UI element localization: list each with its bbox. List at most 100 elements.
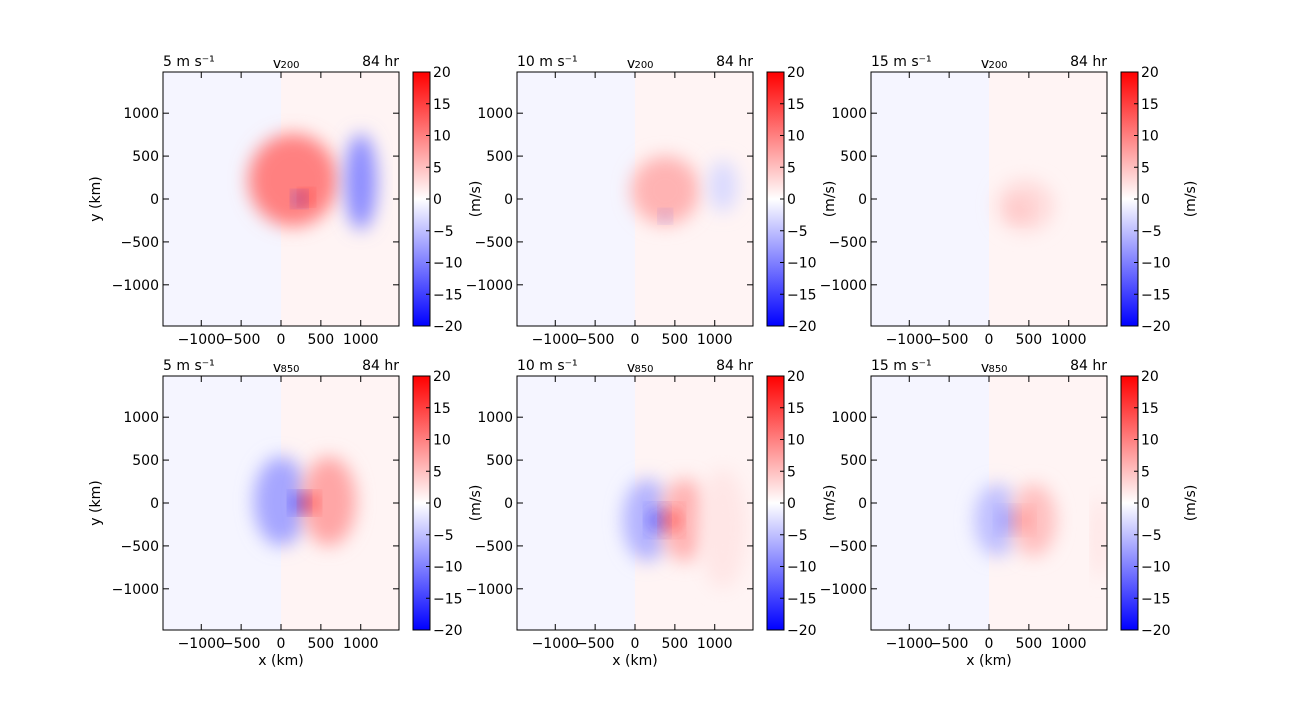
colorbar-tick-label: 10 xyxy=(433,433,451,449)
panel-title-left: 5 m s⁻¹ xyxy=(163,358,215,374)
colorbar-tick-label: 5 xyxy=(787,464,796,480)
x-tick-label: 500 xyxy=(1015,636,1042,652)
colorbar-tick-label: −5 xyxy=(787,224,808,240)
colorbar-tick-label: 15 xyxy=(787,97,805,113)
colorbar-tick-label: −5 xyxy=(433,528,454,544)
y-tick-label: 500 xyxy=(132,149,159,165)
panel-title-center-sub: 850 xyxy=(634,364,653,375)
field-feature xyxy=(1000,511,1015,529)
x-tick-label: −1000 xyxy=(178,332,225,348)
panel-title-center: v xyxy=(627,360,635,376)
x-tick-label: 1000 xyxy=(697,332,733,348)
panel-title-center-sub: 200 xyxy=(988,60,1007,71)
y-tick-label: −500 xyxy=(475,235,513,251)
y-tick-label: 0 xyxy=(150,496,159,512)
colorbar-tick-label: −20 xyxy=(433,319,463,335)
colorbar-tick-label: 20 xyxy=(433,369,451,385)
colorbar-label: (m/s) xyxy=(468,181,484,218)
colorbar-tick-label: −20 xyxy=(787,319,817,335)
x-tick-label: 1000 xyxy=(343,636,379,652)
colorbar-tick-label: 0 xyxy=(433,496,442,512)
x-tick-label: 500 xyxy=(661,332,688,348)
colorbar-tick-label: 20 xyxy=(433,65,451,81)
colorbar-tick-label: 15 xyxy=(1141,97,1159,113)
panel-title-left: 15 m s⁻¹ xyxy=(871,358,932,374)
x-tick-label: −500 xyxy=(222,332,260,348)
x-tick-label: 0 xyxy=(985,332,994,348)
field-feature xyxy=(698,468,747,589)
x-tick-label: 0 xyxy=(985,636,994,652)
y-tick-label: −500 xyxy=(829,539,867,555)
panel-title-center: v xyxy=(981,56,989,72)
panel-title-center: v xyxy=(273,360,281,376)
field-feature xyxy=(292,496,306,510)
x-tick-label: −500 xyxy=(930,332,968,348)
colorbar-tick-label: 15 xyxy=(787,401,805,417)
field-feature xyxy=(1015,511,1030,529)
x-tick-label: −500 xyxy=(576,332,614,348)
field-feature xyxy=(1011,484,1056,557)
y-tick-label: 500 xyxy=(132,453,159,469)
y-tick-label: 500 xyxy=(840,453,867,469)
colorbar-tick-label: −20 xyxy=(433,623,463,639)
y-tick-label: 500 xyxy=(486,453,513,469)
y-tick-label: 1000 xyxy=(123,106,159,122)
field-feature xyxy=(631,156,700,225)
colorbar-label: (m/s) xyxy=(1183,181,1199,218)
y-tick-label: −500 xyxy=(829,235,867,251)
panel-title-right: 84 hr xyxy=(1070,358,1107,374)
field-feature xyxy=(1094,494,1104,581)
field-feature xyxy=(303,496,317,510)
panel-title-center-sub: 850 xyxy=(988,364,1007,375)
field-feature xyxy=(253,456,309,546)
colorbar-tick-label: 10 xyxy=(787,433,805,449)
x-tick-label: 0 xyxy=(631,332,640,348)
field-contours xyxy=(253,456,356,546)
colorbar-tick-label: 5 xyxy=(433,464,442,480)
panel-title-left: 10 m s⁻¹ xyxy=(517,54,578,70)
x-tick-label: −1000 xyxy=(532,636,579,652)
y-tick-label: −500 xyxy=(475,539,513,555)
colorbar-tick-label: 10 xyxy=(1141,433,1159,449)
x-tick-label: −500 xyxy=(930,636,968,652)
y-tick-label: −1000 xyxy=(820,278,867,294)
x-axis-label: x (km) xyxy=(258,653,303,669)
y-tick-label: −1000 xyxy=(112,582,159,598)
x-tick-label: 1000 xyxy=(697,636,733,652)
colorbar-tick-label: 15 xyxy=(433,97,451,113)
field-contours xyxy=(996,180,1054,232)
y-tick-label: 1000 xyxy=(477,106,513,122)
x-tick-label: 1000 xyxy=(1051,636,1087,652)
panel-title-left: 10 m s⁻¹ xyxy=(517,358,578,374)
field-feature xyxy=(301,192,312,203)
field-feature xyxy=(650,510,665,530)
x-tick-label: −1000 xyxy=(178,636,225,652)
colorbar-tick-label: −15 xyxy=(787,591,817,607)
field-feature xyxy=(301,456,356,546)
colorbar-tick-label: −15 xyxy=(787,287,817,303)
colorbar-tick-label: 5 xyxy=(1141,464,1150,480)
y-tick-label: −500 xyxy=(121,235,159,251)
colorbar-tick-label: 0 xyxy=(433,192,442,208)
x-tick-label: 1000 xyxy=(1051,332,1087,348)
colorbar-tick-label: 20 xyxy=(787,65,805,81)
colorbar-tick-label: −10 xyxy=(1141,256,1171,272)
field-contours xyxy=(631,156,738,225)
colorbar-tick-label: −20 xyxy=(787,623,817,639)
colorbar-tick-label: 0 xyxy=(787,496,796,512)
panel-title-center-sub: 850 xyxy=(280,364,299,375)
colorbar-tick-label: −10 xyxy=(433,256,463,272)
field-feature xyxy=(248,133,338,227)
y-tick-label: 1000 xyxy=(123,410,159,426)
colorbar-tick-label: 0 xyxy=(787,192,796,208)
y-tick-label: 0 xyxy=(504,496,513,512)
field-feature xyxy=(660,478,709,562)
y-tick-label: 500 xyxy=(486,149,513,165)
x-tick-label: 500 xyxy=(1015,332,1042,348)
colorbar-tick-label: −10 xyxy=(787,256,817,272)
